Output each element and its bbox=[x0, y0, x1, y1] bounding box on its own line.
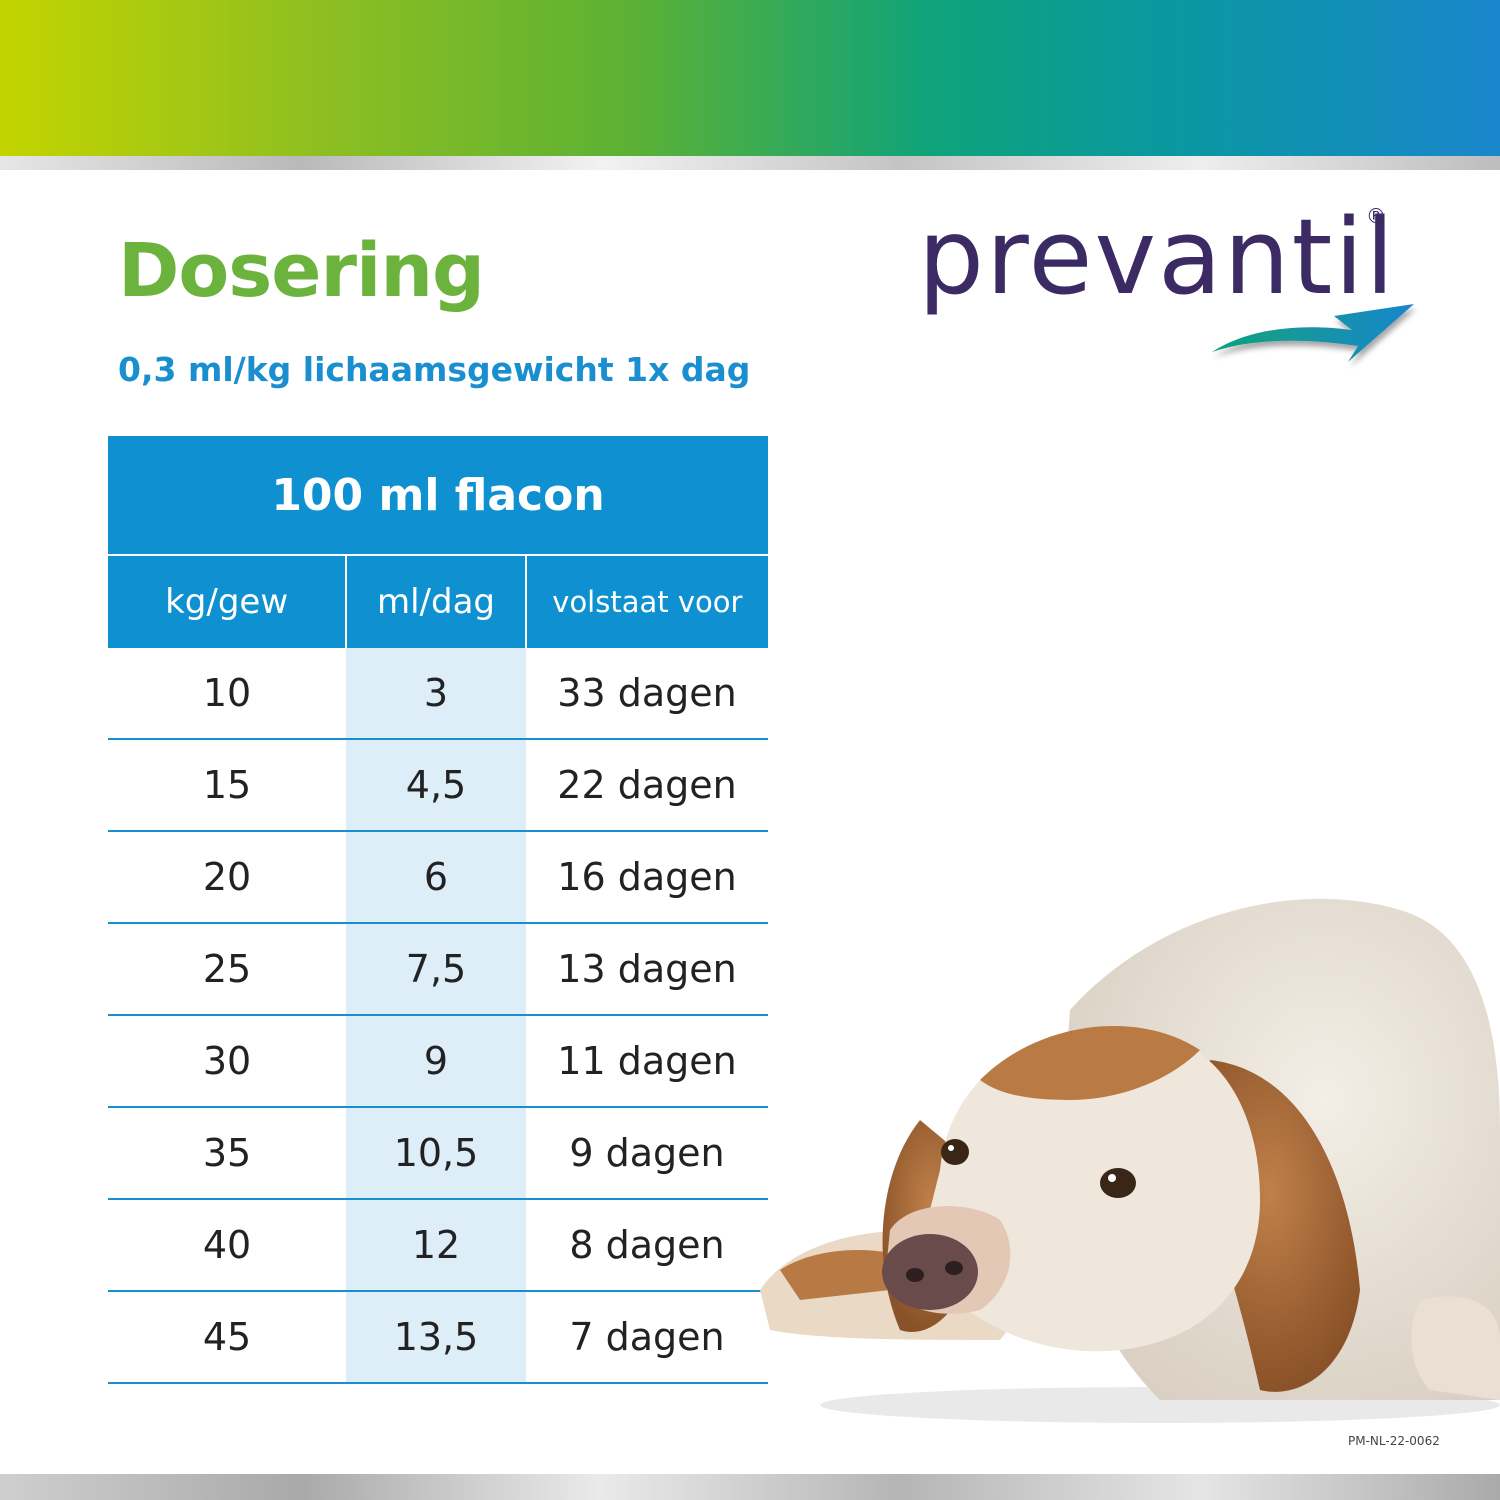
cell-weight: 35 bbox=[108, 1108, 346, 1200]
cell-days: 16 dagen bbox=[526, 832, 768, 924]
prevantil-logo: prevantil ® bbox=[912, 196, 1432, 416]
cell-ml-per-day: 6 bbox=[346, 832, 526, 924]
column-header-sufficient-for: volstaat voor bbox=[524, 556, 768, 648]
cell-days: 7 dagen bbox=[526, 1292, 768, 1384]
document-code: PM-NL-22-0062 bbox=[1348, 1434, 1440, 1448]
cell-weight: 25 bbox=[108, 924, 346, 1016]
bottom-silver-strip bbox=[0, 1474, 1500, 1500]
dosage-table: 100 ml flacon kg/gew ml/dag volstaat voo… bbox=[108, 436, 768, 1384]
cell-ml-per-day: 10,5 bbox=[346, 1108, 526, 1200]
cell-weight: 45 bbox=[108, 1292, 346, 1384]
table-row: 10 3 33 dagen bbox=[108, 648, 768, 740]
table-row: 30 9 11 dagen bbox=[108, 1016, 768, 1108]
table-row: 20 6 16 dagen bbox=[108, 832, 768, 924]
cell-ml-per-day: 13,5 bbox=[346, 1292, 526, 1384]
cell-days: 13 dagen bbox=[526, 924, 768, 1016]
cell-weight: 40 bbox=[108, 1200, 346, 1292]
table-row: 45 13,5 7 dagen bbox=[108, 1292, 768, 1384]
cell-weight: 30 bbox=[108, 1016, 346, 1108]
top-silver-strip bbox=[0, 156, 1500, 170]
cell-weight: 15 bbox=[108, 740, 346, 832]
dosage-subtitle: 0,3 ml/kg lichaamsgewicht 1x dag bbox=[118, 350, 751, 389]
table-row: 40 12 8 dagen bbox=[108, 1200, 768, 1292]
top-gradient-band bbox=[0, 0, 1500, 156]
table-header-row: kg/gew ml/dag volstaat voor bbox=[108, 556, 768, 648]
cell-days: 11 dagen bbox=[526, 1016, 768, 1108]
page-title: Dosering bbox=[118, 228, 485, 314]
cell-days: 8 dagen bbox=[526, 1200, 768, 1292]
cell-days: 9 dagen bbox=[526, 1108, 768, 1200]
registered-mark: ® bbox=[1366, 204, 1386, 228]
cell-weight: 20 bbox=[108, 832, 346, 924]
cell-days: 22 dagen bbox=[526, 740, 768, 832]
dog-photo bbox=[760, 898, 1500, 1423]
cell-ml-per-day: 3 bbox=[346, 648, 526, 740]
table-caption: 100 ml flacon bbox=[108, 436, 768, 556]
cell-weight: 10 bbox=[108, 648, 346, 740]
cell-days: 33 dagen bbox=[526, 648, 768, 740]
cell-ml-per-day: 4,5 bbox=[346, 740, 526, 832]
table-row: 25 7,5 13 dagen bbox=[108, 924, 768, 1016]
logo-arrow-icon bbox=[1212, 304, 1414, 362]
column-header-ml-per-day: ml/dag bbox=[345, 556, 524, 648]
cell-ml-per-day: 7,5 bbox=[346, 924, 526, 1016]
cell-ml-per-day: 12 bbox=[346, 1200, 526, 1292]
cell-ml-per-day: 9 bbox=[346, 1016, 526, 1108]
table-row: 35 10,5 9 dagen bbox=[108, 1108, 768, 1200]
logo-wordmark: prevantil bbox=[918, 196, 1397, 318]
table-row: 15 4,5 22 dagen bbox=[108, 740, 768, 832]
column-header-weight: kg/gew bbox=[165, 582, 289, 622]
